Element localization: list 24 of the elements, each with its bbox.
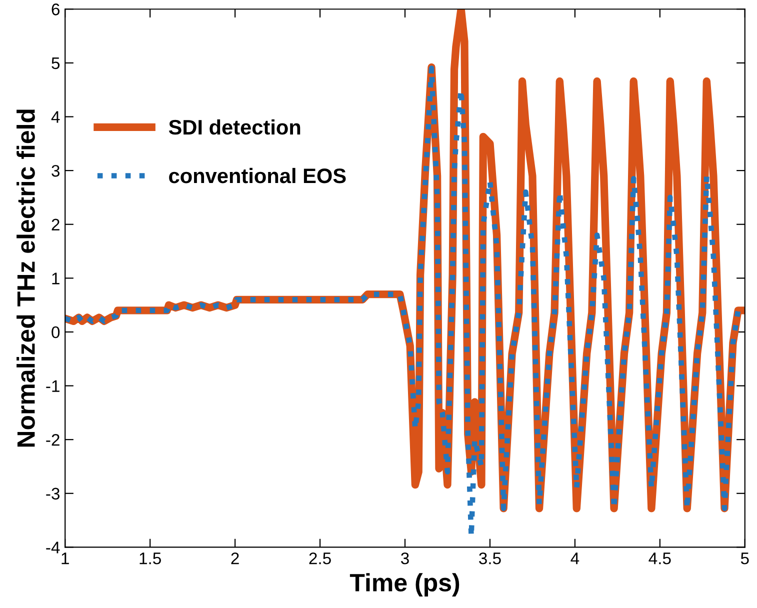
legend-label: conventional EOS bbox=[169, 168, 346, 184]
y-tick-label: 4 bbox=[51, 111, 60, 123]
x-tick-label: 5 bbox=[740, 552, 749, 564]
y-tick-label: 2 bbox=[52, 218, 60, 230]
y-tick-label: 1 bbox=[52, 272, 60, 284]
y-tick-label: -1 bbox=[46, 380, 60, 392]
x-tick-label: 3.5 bbox=[479, 552, 501, 564]
x-axis-title: Time (ps) bbox=[350, 573, 460, 596]
x-tick-label: 2 bbox=[231, 552, 239, 564]
x-tick-label: 4.5 bbox=[648, 552, 671, 564]
y-tick-label: -3 bbox=[46, 488, 60, 500]
x-tick-label: 2.5 bbox=[309, 552, 331, 564]
x-tick-label: 1.5 bbox=[140, 552, 161, 564]
y-tick-label: 3 bbox=[52, 164, 60, 177]
x-tick-label: 4 bbox=[570, 552, 580, 564]
y-tick-label: 6 bbox=[52, 4, 60, 16]
x-tick-label: 1 bbox=[62, 552, 69, 564]
y-tick-label: 5 bbox=[52, 58, 60, 70]
legend-label: SDI detection bbox=[168, 119, 300, 135]
y-tick-label: -4 bbox=[46, 542, 60, 554]
y-axis-title: Normalized THz electric field bbox=[16, 110, 35, 447]
y-tick-label: -2 bbox=[46, 434, 60, 446]
x-tick-label: 3 bbox=[400, 552, 409, 564]
y-tick-label: 0 bbox=[52, 326, 60, 338]
